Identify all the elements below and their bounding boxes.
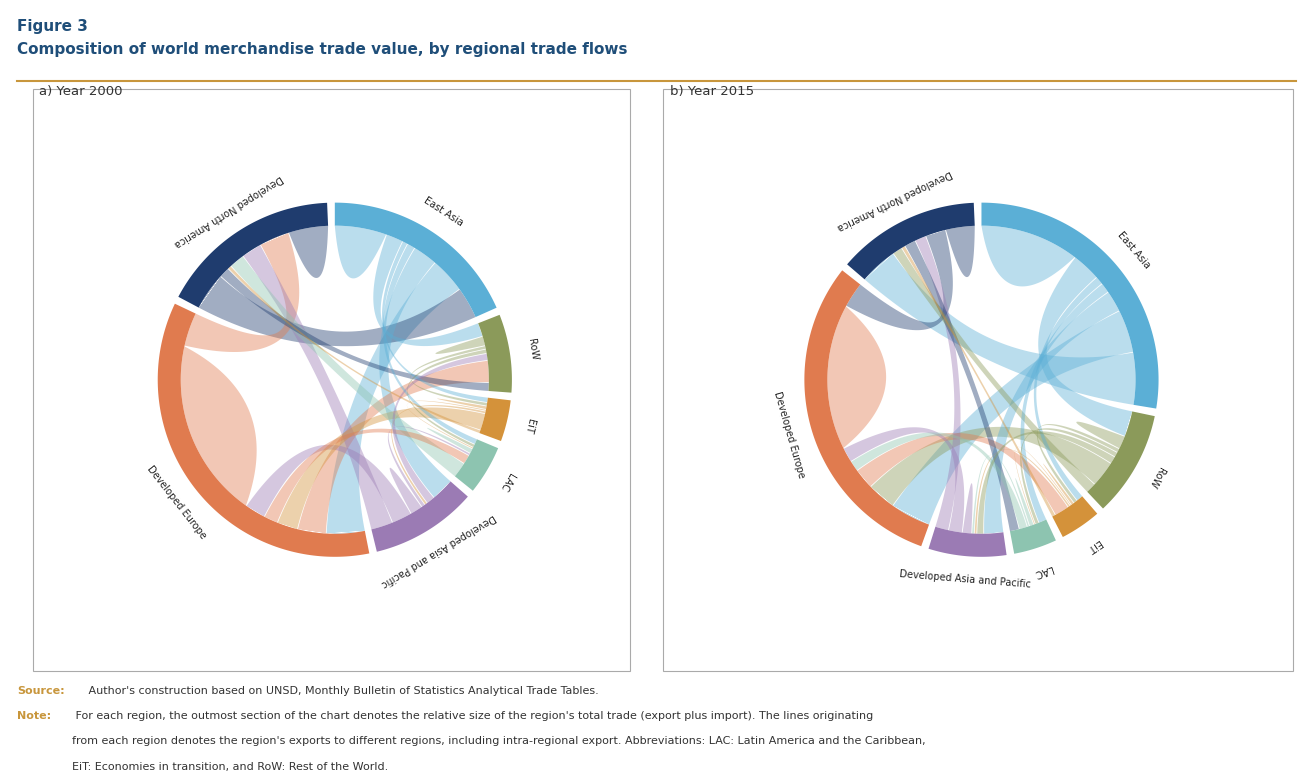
- Polygon shape: [851, 433, 1027, 529]
- Text: a) Year 2000: a) Year 2000: [39, 85, 123, 98]
- Polygon shape: [894, 248, 1095, 492]
- Text: Figure 3: Figure 3: [17, 19, 88, 34]
- Polygon shape: [436, 337, 484, 354]
- Polygon shape: [278, 407, 484, 529]
- Text: Developed Europe: Developed Europe: [772, 390, 806, 480]
- Polygon shape: [1087, 412, 1154, 509]
- Polygon shape: [902, 246, 1056, 517]
- Polygon shape: [805, 271, 930, 546]
- Text: Developed Asia and Pacific: Developed Asia and Pacific: [899, 569, 1032, 590]
- Text: EiT: EiT: [1085, 537, 1103, 554]
- Polygon shape: [427, 428, 473, 453]
- Text: Developed Europe: Developed Europe: [146, 464, 209, 541]
- Polygon shape: [383, 244, 477, 444]
- Polygon shape: [1043, 463, 1074, 504]
- Polygon shape: [393, 354, 487, 503]
- Polygon shape: [915, 236, 961, 530]
- Text: RoW: RoW: [527, 338, 540, 362]
- Polygon shape: [390, 468, 421, 513]
- Polygon shape: [198, 277, 475, 346]
- Polygon shape: [231, 256, 463, 476]
- Text: Developed Asia and Pacific: Developed Asia and Pacific: [379, 513, 498, 589]
- Text: b) Year 2015: b) Year 2015: [670, 85, 754, 98]
- Polygon shape: [247, 445, 411, 523]
- Text: Composition of world merchandise trade value, by regional trade flows: Composition of world merchandise trade v…: [17, 42, 628, 57]
- Polygon shape: [243, 245, 393, 530]
- Text: RoW: RoW: [1146, 466, 1166, 490]
- Polygon shape: [864, 254, 1136, 405]
- Polygon shape: [871, 427, 1111, 506]
- Text: Note:: Note:: [17, 711, 51, 721]
- Polygon shape: [981, 226, 1075, 286]
- Polygon shape: [454, 439, 498, 490]
- Polygon shape: [265, 429, 469, 523]
- Text: Developed North America: Developed North America: [835, 167, 953, 232]
- Polygon shape: [221, 269, 488, 391]
- Polygon shape: [847, 230, 953, 330]
- Text: Source:: Source:: [17, 686, 64, 696]
- Polygon shape: [1033, 278, 1102, 500]
- Polygon shape: [1010, 520, 1056, 554]
- Polygon shape: [289, 226, 328, 278]
- Polygon shape: [181, 346, 256, 506]
- Polygon shape: [478, 315, 512, 392]
- Polygon shape: [382, 241, 488, 402]
- Polygon shape: [335, 203, 496, 317]
- Polygon shape: [1020, 428, 1117, 524]
- Polygon shape: [185, 233, 299, 352]
- Text: East Asia: East Asia: [423, 196, 465, 228]
- Text: Developed North America: Developed North America: [172, 173, 284, 248]
- Polygon shape: [905, 241, 1019, 531]
- Polygon shape: [373, 234, 482, 346]
- Polygon shape: [391, 405, 486, 504]
- Polygon shape: [407, 401, 486, 449]
- Text: EiT: Economies in transition, and RoW: Rest of the World.: EiT: Economies in transition, and RoW: R…: [72, 762, 389, 771]
- Polygon shape: [1015, 447, 1071, 524]
- Polygon shape: [1020, 284, 1108, 523]
- Polygon shape: [847, 203, 974, 279]
- Text: from each region denotes the region's exports to different regions, including in: from each region denotes the region's ex…: [72, 736, 926, 746]
- Polygon shape: [972, 455, 1029, 534]
- Polygon shape: [928, 527, 1007, 557]
- Polygon shape: [1052, 497, 1098, 537]
- Polygon shape: [228, 266, 481, 433]
- Polygon shape: [1037, 424, 1119, 503]
- Text: For each region, the outmost section of the chart denotes the relative size of t: For each region, the outmost section of …: [72, 711, 873, 721]
- Polygon shape: [945, 226, 974, 277]
- Polygon shape: [387, 426, 470, 507]
- Polygon shape: [893, 311, 1133, 524]
- Polygon shape: [479, 398, 511, 441]
- Polygon shape: [298, 361, 488, 534]
- Polygon shape: [977, 431, 1115, 534]
- Polygon shape: [962, 483, 973, 534]
- Text: LAC: LAC: [1032, 563, 1053, 578]
- Polygon shape: [827, 306, 886, 448]
- Polygon shape: [1039, 258, 1132, 436]
- Polygon shape: [857, 433, 1067, 515]
- Polygon shape: [327, 263, 460, 534]
- Polygon shape: [407, 349, 487, 447]
- Polygon shape: [844, 427, 964, 533]
- Text: Author's construction based on UNSD, Monthly Bulletin of Statistics Analytical T: Author's construction based on UNSD, Mon…: [85, 686, 599, 696]
- Polygon shape: [981, 203, 1158, 409]
- Text: LAC: LAC: [498, 471, 516, 493]
- Polygon shape: [158, 304, 369, 557]
- Polygon shape: [1015, 478, 1033, 526]
- Polygon shape: [179, 203, 328, 308]
- Polygon shape: [1077, 422, 1125, 449]
- Polygon shape: [379, 248, 450, 497]
- Polygon shape: [437, 399, 487, 409]
- Text: East Asia: East Asia: [1116, 230, 1153, 271]
- Polygon shape: [372, 481, 467, 552]
- Polygon shape: [335, 226, 386, 278]
- Polygon shape: [985, 292, 1119, 534]
- Polygon shape: [974, 449, 1070, 534]
- Polygon shape: [411, 346, 487, 406]
- Text: EiT: EiT: [523, 418, 536, 435]
